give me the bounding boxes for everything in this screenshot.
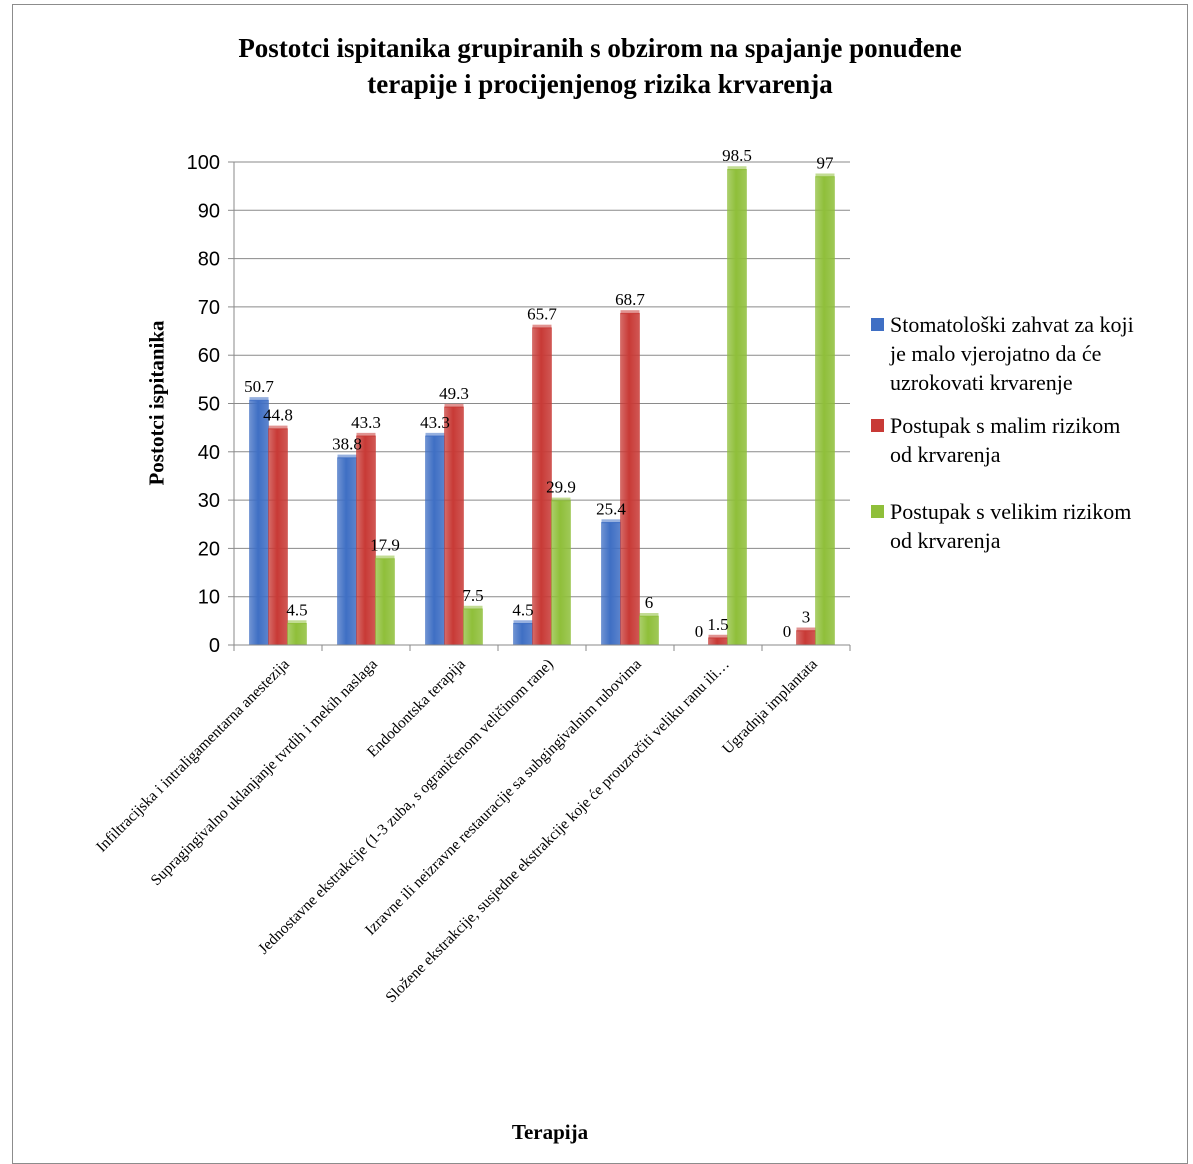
data-label: 0	[695, 622, 704, 641]
data-labels: 50.7 44.8 4.5 38.8 43.3 17.9 43.3 49.3 7.5 4.5 65.…	[244, 146, 834, 641]
y-tick-label: 30	[198, 490, 220, 512]
data-label: 50.7	[244, 377, 274, 396]
data-label: 4.5	[286, 600, 307, 619]
legend-item-high-risk: Postupak s velikim rizikom od krvarenja	[868, 497, 1188, 555]
bar	[815, 176, 835, 646]
data-label: 0	[783, 622, 792, 641]
bar-top-cap	[444, 403, 464, 408]
x-tick-labels: Infiltracijska i intraligamentarna anest…	[93, 656, 821, 1007]
y-tick-label: 90	[198, 200, 220, 222]
bar-top-cap	[815, 173, 835, 178]
chart-frame	[12, 4, 1188, 1164]
bar-top-cap	[356, 432, 376, 437]
x-tick-label: Endodontska terapija	[364, 656, 469, 761]
legend-item-low: Stomatološki zahvat za koji je malo vjer…	[868, 310, 1188, 397]
bar	[337, 457, 357, 646]
bar-top-cap	[551, 497, 571, 502]
bar	[444, 406, 464, 646]
x-tick-label: Ugradnja implantata	[719, 656, 821, 758]
bar-top-cap	[425, 432, 445, 437]
y-tick-label: 20	[198, 538, 220, 560]
y-tick-label: 40	[198, 442, 220, 464]
data-label: 44.8	[263, 406, 293, 425]
chart-title: Postotci ispitanika grupiranih s obzirom…	[100, 30, 1100, 102]
legend-label-low-2: je malo vjerojatno da će	[890, 341, 1102, 366]
legend: Stomatološki zahvat za koji je malo vjer…	[868, 310, 1188, 569]
legend-item-small-risk: Postupak s malim rizikom od krvarenja	[868, 411, 1188, 469]
data-label: 38.8	[332, 435, 362, 454]
bar-top-cap	[287, 620, 307, 625]
bar	[268, 428, 288, 646]
y-tick-label: 10	[198, 587, 220, 609]
y-tick-label: 80	[198, 249, 220, 271]
bar-top-cap	[532, 324, 552, 329]
bar-top-cap	[727, 166, 747, 171]
data-label: 17.9	[370, 536, 400, 555]
bar	[727, 168, 747, 646]
bar	[551, 500, 571, 646]
bar	[513, 623, 533, 646]
bar-top-cap	[249, 397, 269, 402]
bar	[796, 630, 816, 646]
chart-title-line-1: Postotci ispitanika grupiranih s obzirom…	[238, 33, 962, 63]
bar	[601, 522, 621, 646]
data-label: 7.5	[462, 586, 483, 605]
x-axis-label: Terapija	[511, 1120, 589, 1144]
bar-top-cap	[620, 310, 640, 315]
bar-top-cap	[796, 627, 816, 632]
legend-label-high-risk-1: Postupak s velikim rizikom	[890, 499, 1132, 524]
data-label: 43.3	[351, 413, 381, 432]
bar	[620, 312, 640, 646]
bar	[463, 608, 483, 646]
legend-label-low-3: uzrokovati krvarenje	[890, 370, 1073, 395]
data-label: 25.4	[596, 499, 626, 518]
legend-swatch-small-risk	[871, 419, 884, 432]
data-label: 49.3	[439, 384, 469, 403]
bar	[639, 615, 659, 646]
data-label: 98.5	[722, 146, 752, 165]
bar-top-cap	[513, 620, 533, 625]
bar	[708, 637, 728, 646]
bar	[375, 558, 395, 646]
bar-top-cap	[601, 519, 621, 524]
data-label: 29.9	[546, 478, 576, 497]
legend-swatch-high-risk	[871, 505, 884, 518]
x-tick-label: Jednostavne ekstrakcije (1-3 zuba, s ogr…	[255, 656, 557, 958]
data-label: 97	[817, 153, 835, 172]
x-tick-label: Infiltracijska i intraligamentarna anest…	[93, 656, 293, 856]
bars	[249, 166, 835, 646]
data-label: 6	[645, 593, 654, 612]
chart-title-line-2: terapije i procijenjenog rizika krvarenj…	[367, 69, 833, 99]
legend-label-low-1: Stomatološki zahvat za koji	[890, 312, 1134, 337]
data-label: 3	[802, 608, 811, 627]
bar	[249, 399, 269, 646]
y-tick-label: 50	[198, 394, 220, 416]
legend-label-high-risk-2: od krvarenja	[890, 528, 1001, 553]
legend-label-small-risk-2: od krvarenja	[890, 442, 1001, 467]
y-tick-label: 70	[198, 297, 220, 319]
y-tick-label: 100	[187, 152, 220, 174]
data-label: 4.5	[512, 600, 533, 619]
x-tick-label: Složene ekstrakcije, susjedne ekstrakcij…	[382, 656, 732, 1006]
data-label: 68.7	[615, 290, 645, 309]
legend-label-small-risk-1: Postupak s malim rizikom	[890, 413, 1121, 438]
legend-swatch-low	[871, 318, 884, 331]
data-label: 43.3	[420, 413, 450, 432]
bar	[287, 623, 307, 646]
y-tick-label: 0	[209, 635, 220, 657]
bar-top-cap	[375, 555, 395, 560]
bar-top-cap	[463, 605, 483, 610]
y-tick-label: 60	[198, 345, 220, 367]
bar-top-cap	[639, 613, 659, 618]
bar	[425, 435, 445, 646]
bar-top-cap	[268, 425, 288, 430]
data-label: 1.5	[707, 615, 728, 634]
bar-top-cap	[708, 634, 728, 639]
bar-top-cap	[337, 454, 357, 459]
data-label: 65.7	[527, 305, 557, 324]
